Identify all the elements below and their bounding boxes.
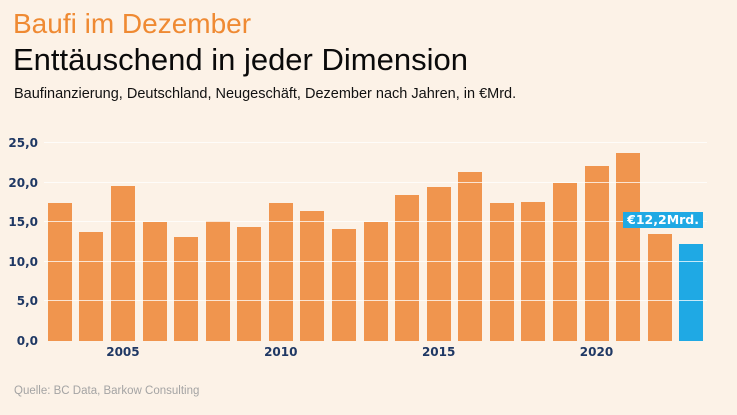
x-tick-label-2020: 2020 (579, 345, 614, 359)
bar-2005[interactable] (110, 185, 135, 341)
y-tick-label-10: 10,0 (8, 254, 38, 269)
bar-2023[interactable] (679, 244, 704, 341)
bar-2022[interactable] (647, 234, 672, 341)
y-tick-label-20: 20,0 (8, 175, 38, 190)
bar-2008[interactable] (205, 221, 230, 341)
source-note: Quelle: BC Data, Barkow Consulting (14, 385, 200, 397)
gridline-10 (44, 260, 707, 262)
highlight-value-label: €12,2Mrd. (623, 212, 703, 228)
plot-area (44, 142, 707, 341)
chart-headline: Enttäuschend in jeder Dimension (13, 42, 468, 77)
gridline-25 (44, 142, 707, 143)
x-axis: 2005 2010 2015 2020 (44, 345, 707, 363)
gridline-15 (44, 221, 707, 223)
x-tick-label-2005: 2005 (106, 345, 140, 359)
y-tick-label-5: 5,0 (16, 294, 38, 309)
chart-kicker: Baufi im Dezember (13, 8, 252, 39)
gridline-20 (44, 181, 707, 183)
bar-2009[interactable] (237, 226, 262, 341)
chart-subtitle: Baufinanzierung, Deutschland, Neugeschäf… (14, 86, 517, 102)
y-tick-label-15: 15,0 (8, 215, 38, 230)
y-tick-label-0: 0,0 (16, 334, 38, 348)
x-tick-label-2015: 2015 (421, 345, 456, 359)
gridline-5 (44, 300, 707, 302)
bar-2014[interactable] (395, 195, 420, 341)
y-tick-label-25: 25,0 (8, 136, 38, 150)
bar-2015[interactable] (426, 186, 451, 341)
bar-2013[interactable] (363, 222, 388, 341)
bar-2020[interactable] (584, 165, 609, 341)
bar-2010[interactable] (268, 203, 293, 341)
bar-2016[interactable] (458, 172, 483, 341)
y-axis: 0,0 5,0 10,0 15,0 20,0 25,0 (0, 136, 38, 348)
bar-2004[interactable] (79, 231, 104, 341)
bar-2007[interactable] (174, 237, 199, 341)
bar-2018[interactable] (521, 201, 546, 341)
x-tick-label-2010: 2010 (264, 345, 298, 359)
bar-2006[interactable] (142, 222, 167, 341)
bar-2003[interactable] (47, 203, 72, 341)
bar-2011[interactable] (300, 211, 325, 341)
bar-2021[interactable] (616, 152, 641, 341)
bar-2012[interactable] (331, 229, 356, 341)
bar-2017[interactable] (489, 203, 514, 341)
